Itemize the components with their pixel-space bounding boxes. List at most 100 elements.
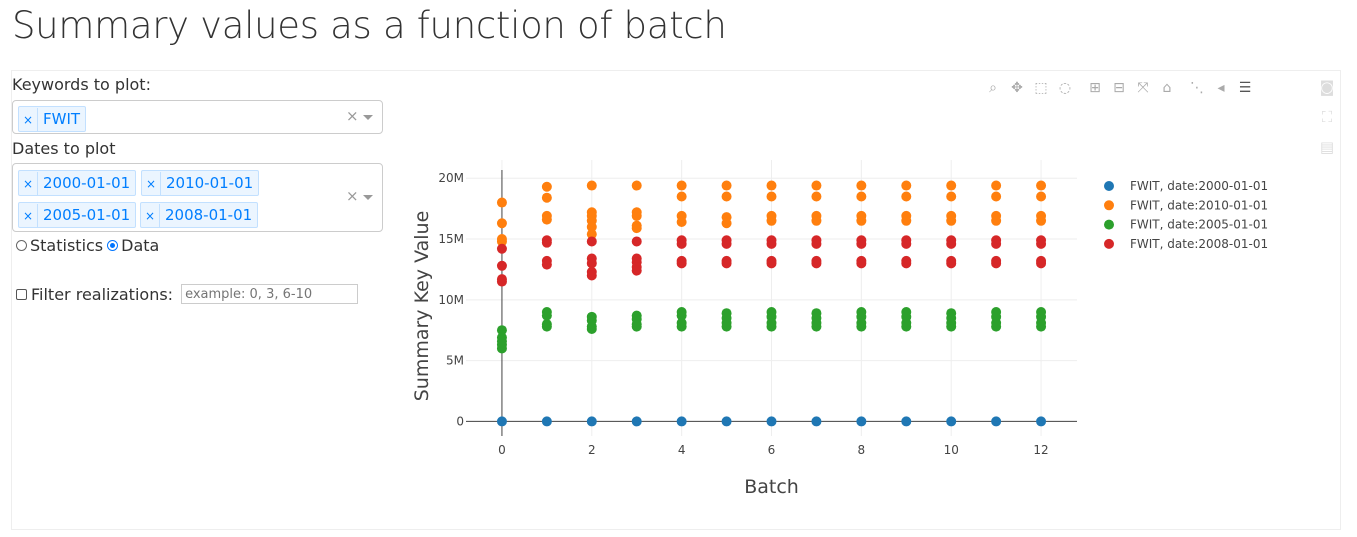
data-point <box>721 416 732 427</box>
chevron-down-icon[interactable] <box>363 115 373 120</box>
legend-label: FWIT, date:2008-01-01 <box>1130 237 1268 251</box>
zoom-out-icon[interactable]: ⊟ <box>1113 80 1125 96</box>
data-point <box>811 238 822 249</box>
data-point <box>631 416 642 427</box>
data-point <box>496 218 507 229</box>
x-tick-label: 10 <box>944 443 959 457</box>
filter-checkbox[interactable] <box>16 288 27 300</box>
data-point <box>811 215 822 226</box>
data-point <box>991 215 1002 226</box>
y-tick-label: 15M <box>438 232 464 246</box>
data-point <box>586 270 597 281</box>
data-point <box>496 236 507 247</box>
chevron-down-icon[interactable] <box>363 195 373 200</box>
remove-tag-icon[interactable]: × <box>19 108 38 132</box>
data-point <box>586 324 597 335</box>
data-point <box>946 215 957 226</box>
page-title: Summary values as a function of batch <box>12 4 727 47</box>
box-select-icon[interactable]: ⬚ <box>1034 80 1048 96</box>
remove-tag-icon[interactable]: × <box>141 204 160 228</box>
data-point <box>901 321 912 332</box>
data-point <box>631 265 642 276</box>
download-icon[interactable]: ▤ <box>1319 138 1335 156</box>
data-point <box>586 180 597 191</box>
data-point <box>856 321 867 332</box>
keyword-tag: × FWIT <box>18 106 87 132</box>
data-point <box>676 180 687 191</box>
data-point <box>991 180 1002 191</box>
data-point <box>946 258 957 269</box>
filter-label: Filter realizations: <box>31 284 174 304</box>
pan-icon[interactable]: ✥ <box>1011 80 1023 96</box>
legend-label: FWIT, date:2005-01-01 <box>1130 218 1268 232</box>
y-tick-label: 20M <box>438 171 464 185</box>
data-point <box>901 416 912 427</box>
camera-icon[interactable]: ◙ <box>1319 78 1335 96</box>
data-point <box>901 238 912 249</box>
remove-tag-icon[interactable]: × <box>19 204 38 228</box>
data-point <box>766 258 777 269</box>
x-tick-label: 4 <box>678 443 686 457</box>
filter-input[interactable] <box>181 284 359 304</box>
autoscale-icon[interactable]: ⤧ <box>1137 80 1149 96</box>
data-point <box>991 416 1002 427</box>
data-point <box>766 416 777 427</box>
data-point <box>586 258 597 269</box>
data-point <box>1036 416 1047 427</box>
data-point <box>541 259 552 270</box>
data-point <box>856 416 867 427</box>
data-point <box>901 215 912 226</box>
spike-lines-icon[interactable]: ⋱ <box>1190 80 1204 96</box>
x-tick-label: 8 <box>858 443 866 457</box>
plot-modebar: ⌕ ✥ ⬚ ◌ ⊞ ⊟ ⤧ ⌂ ⋱ ◂ ☰ <box>981 79 1257 97</box>
dates-select[interactable]: × 2000-01-01 × 2010-01-01 × 2005-01-01 × 200… <box>12 163 383 232</box>
data-point <box>676 258 687 269</box>
data-point <box>541 310 552 321</box>
x-tick-label: 0 <box>498 443 506 457</box>
data-point <box>541 181 552 192</box>
data-point <box>676 416 687 427</box>
dates-label: Dates to plot <box>12 139 116 158</box>
data-point <box>766 191 777 202</box>
data-point <box>541 321 552 332</box>
data-point <box>946 180 957 191</box>
data-point <box>721 218 732 229</box>
data-point <box>721 321 732 332</box>
data-point <box>856 238 867 249</box>
y-tick-label: 10M <box>438 293 464 307</box>
radio-statistics[interactable] <box>16 240 27 251</box>
data-point <box>856 191 867 202</box>
tag-label: 2010-01-01 <box>166 174 254 192</box>
y-tick-label: 0 <box>456 414 464 428</box>
data-point <box>496 243 507 254</box>
data-point <box>811 321 822 332</box>
remove-tag-icon[interactable]: × <box>142 172 161 196</box>
remove-tag-icon[interactable]: × <box>19 172 38 196</box>
reset-axes-icon[interactable]: ⌂ <box>1162 80 1172 96</box>
data-point <box>541 237 552 248</box>
data-point <box>496 197 507 208</box>
data-point <box>496 325 507 336</box>
data-point <box>631 180 642 191</box>
data-point <box>631 210 642 221</box>
lasso-select-icon[interactable]: ◌ <box>1058 80 1072 96</box>
legend-marker <box>1104 181 1114 191</box>
radio-data[interactable] <box>107 240 119 251</box>
data-point <box>991 321 1002 332</box>
clear-icon[interactable]: × <box>346 107 359 125</box>
date-tag: × 2008-01-01 <box>140 202 259 228</box>
clear-icon[interactable]: × <box>346 187 359 205</box>
zoom-icon[interactable]: ⌕ <box>989 80 997 96</box>
hover-compare-icon[interactable]: ☰ <box>1238 80 1252 96</box>
data-point <box>676 321 687 332</box>
zoom-in-icon[interactable]: ⊞ <box>1089 80 1101 96</box>
y-tick-label: 5M <box>446 354 464 368</box>
data-point <box>1036 238 1047 249</box>
data-point <box>721 191 732 202</box>
legend-marker <box>1104 238 1114 249</box>
hover-closest-icon[interactable]: ◂ <box>1217 80 1225 96</box>
keywords-select[interactable]: × FWIT × <box>12 100 383 134</box>
fullscreen-icon[interactable]: ⛶ <box>1321 108 1333 126</box>
x-tick-label: 2 <box>588 443 596 457</box>
